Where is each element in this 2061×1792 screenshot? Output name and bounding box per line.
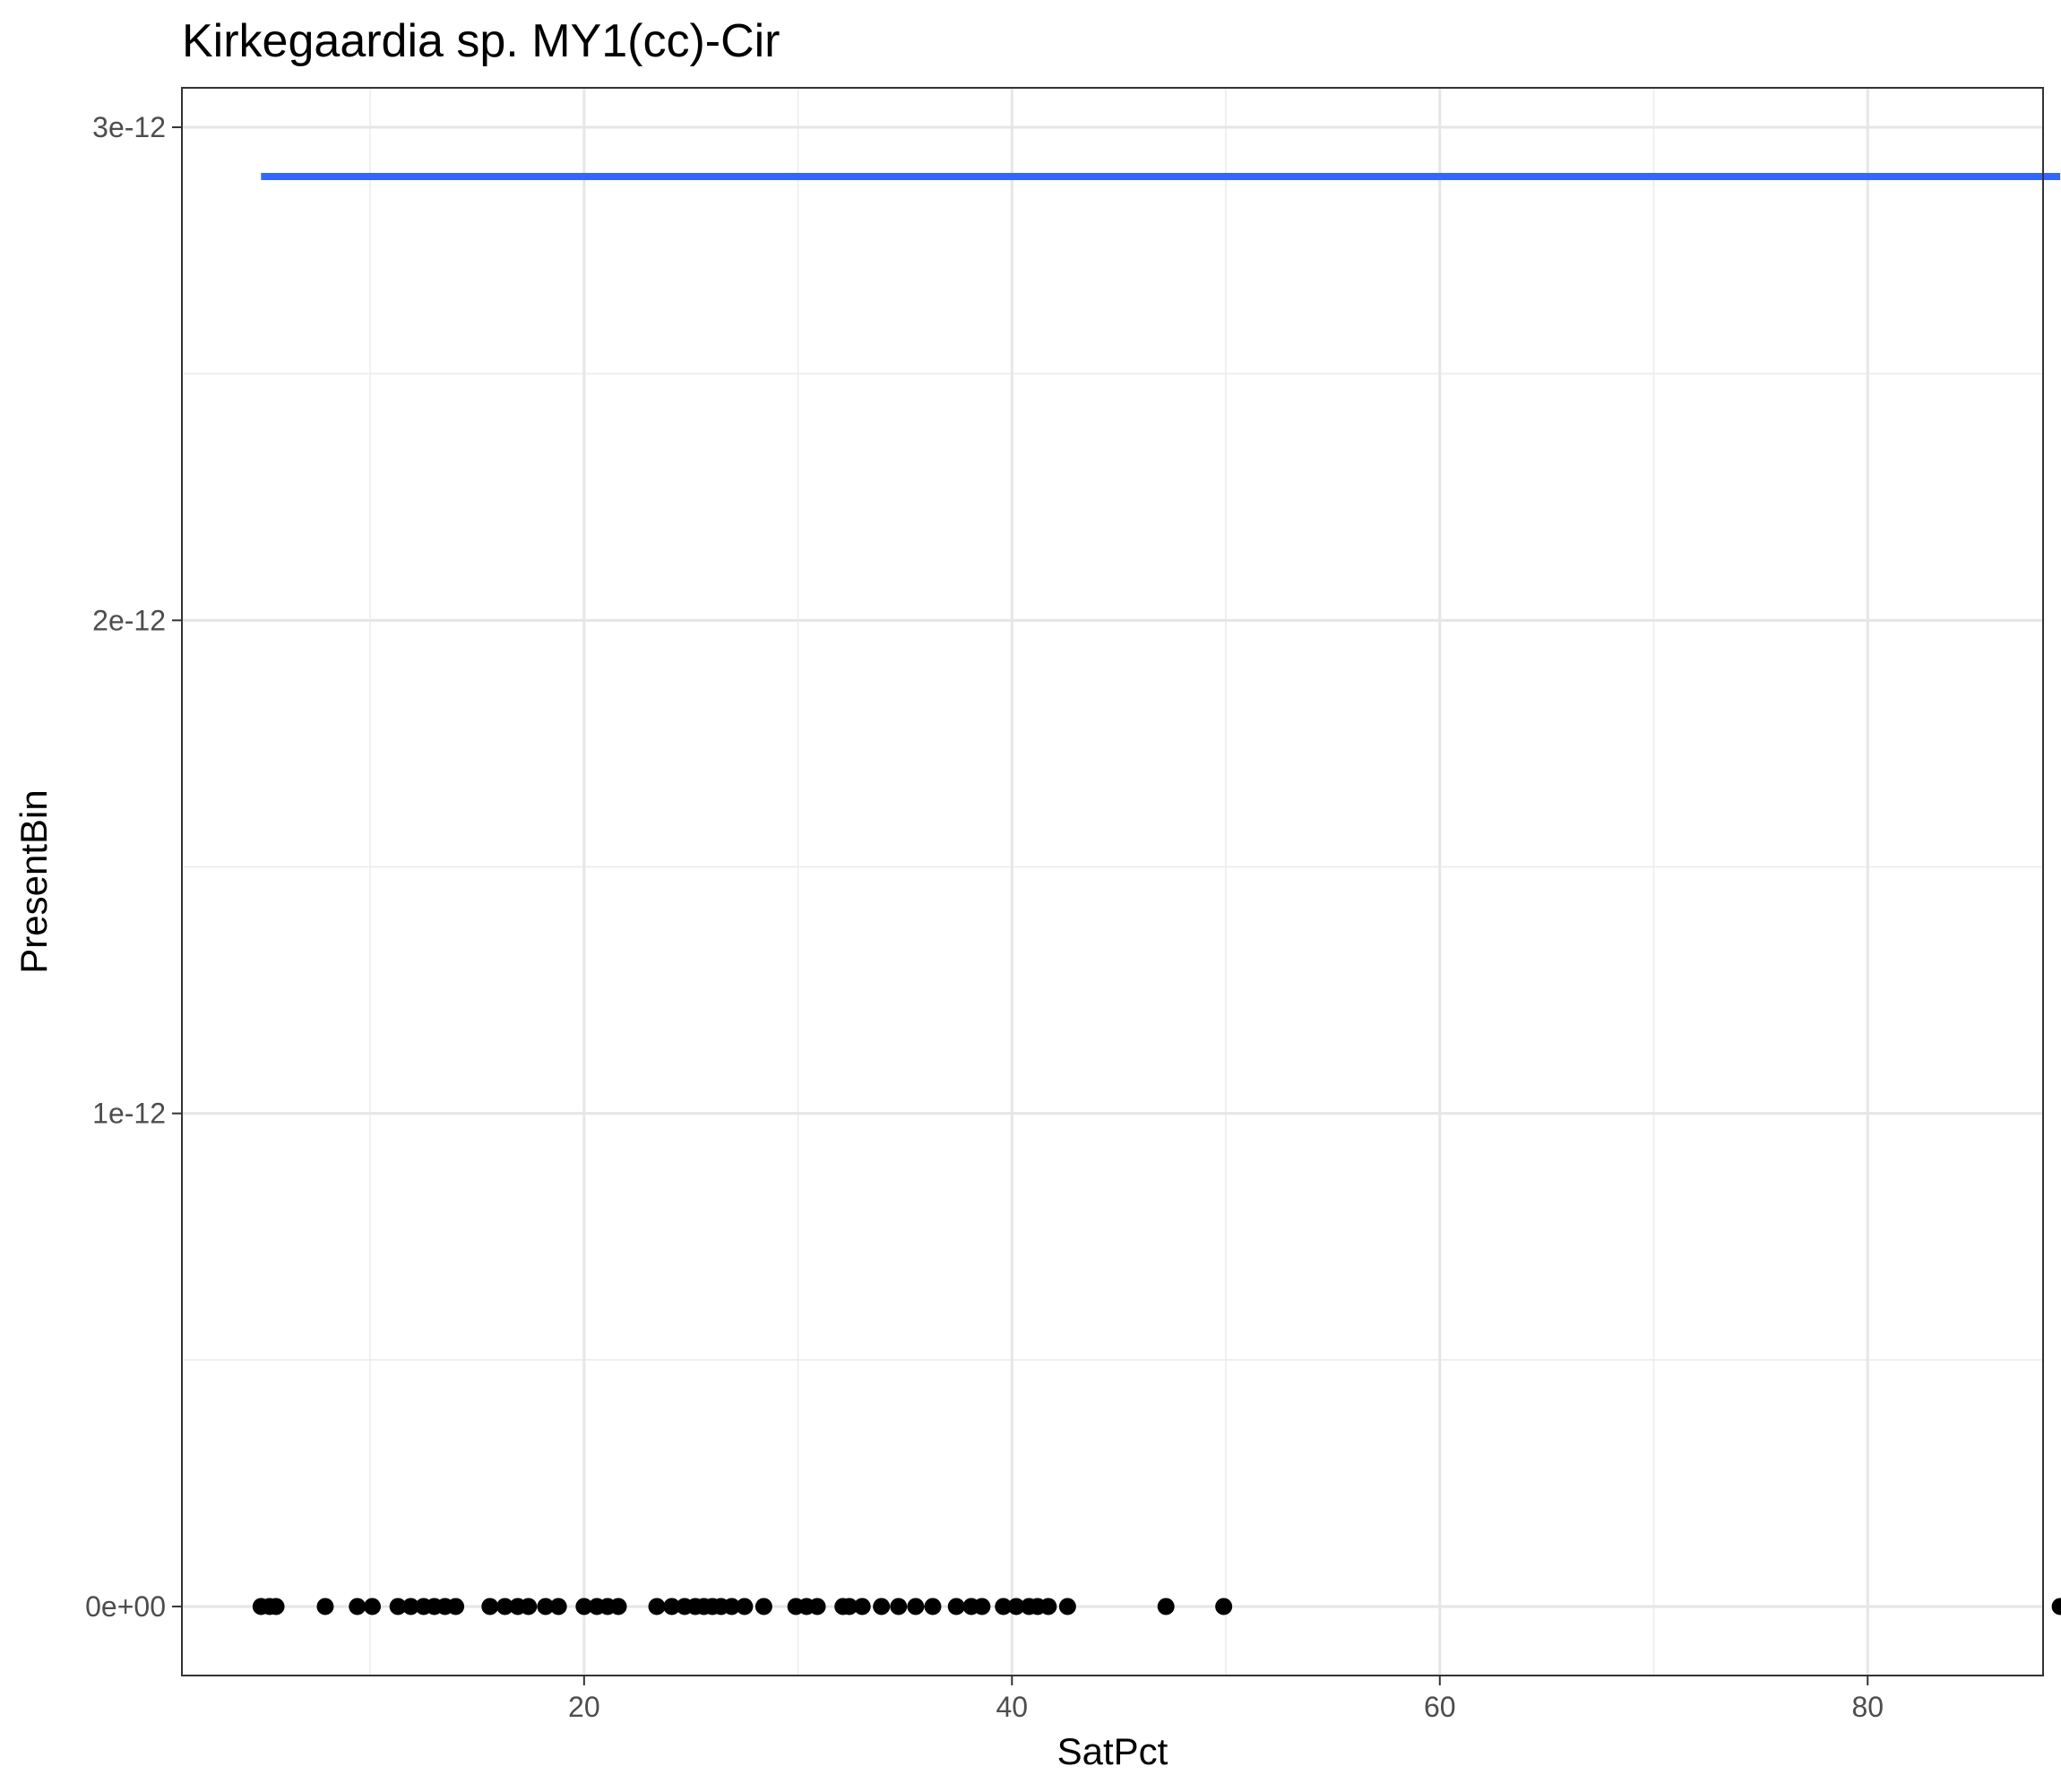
data-points [252, 1598, 2061, 1615]
data-point [995, 1598, 1013, 1615]
data-point [947, 1598, 965, 1615]
x-tick-label: 60 [1424, 1691, 1456, 1723]
data-point [363, 1598, 381, 1615]
plot-panel-border [181, 87, 2044, 1676]
grid [182, 88, 2043, 1676]
data-point [853, 1598, 871, 1615]
data-point [873, 1598, 891, 1615]
data-point [549, 1598, 567, 1615]
data-point [401, 1598, 419, 1615]
y-axis-title: PresentBin [13, 789, 55, 973]
y-tick-label: 3e-12 [92, 111, 166, 143]
data-point [537, 1598, 555, 1615]
data-point [609, 1598, 627, 1615]
data-point [755, 1598, 772, 1615]
data-point [481, 1598, 499, 1615]
data-point [1058, 1598, 1076, 1615]
y-tick-label: 1e-12 [92, 1098, 166, 1130]
data-point [267, 1598, 285, 1615]
data-point [496, 1598, 513, 1615]
axes: 20 40 60 80 0e+00 1e-12 2e-12 3e-12 [85, 111, 1884, 1723]
data-point [1157, 1598, 1175, 1615]
data-point [890, 1598, 908, 1615]
data-point [316, 1598, 334, 1615]
x-axis-title: SatPct [1057, 1730, 1168, 1772]
data-point [841, 1598, 858, 1615]
data-point [924, 1598, 942, 1615]
data-point [1039, 1598, 1057, 1615]
data-point [389, 1598, 407, 1615]
data-point [736, 1598, 754, 1615]
data-point [520, 1598, 538, 1615]
data-point [1007, 1598, 1025, 1615]
y-tick-label: 0e+00 [85, 1590, 166, 1623]
chart-title: Kirkegaardia sp. MY1(cc)-Cir [182, 15, 780, 67]
x-tick-label: 20 [568, 1691, 600, 1723]
y-tick-label: 2e-12 [92, 604, 166, 636]
data-point [349, 1598, 366, 1615]
data-point [973, 1598, 991, 1615]
data-point [808, 1598, 826, 1615]
data-point [907, 1598, 925, 1615]
x-tick-label: 80 [1851, 1691, 1884, 1723]
data-point [2051, 1598, 2061, 1615]
data-point [447, 1598, 465, 1615]
data-point [663, 1598, 681, 1615]
data-point [648, 1598, 666, 1615]
data-point [575, 1598, 593, 1615]
data-point [1215, 1598, 1233, 1615]
data-point [723, 1598, 741, 1615]
x-tick-label: 40 [996, 1691, 1028, 1723]
